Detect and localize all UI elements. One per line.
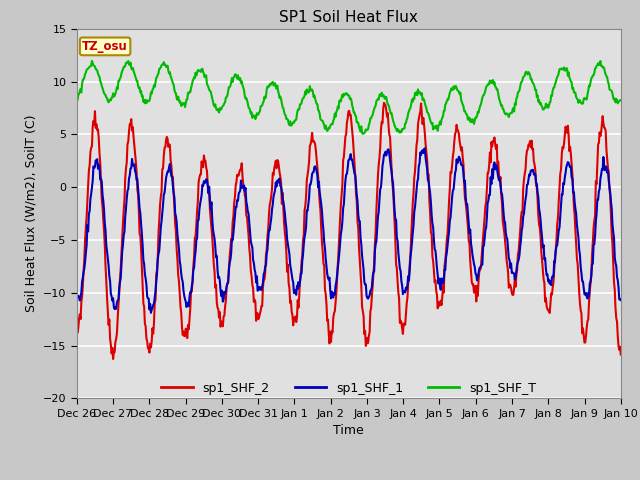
sp1_SHF_2 [140, 300, 147, 306]
sp1_SHF_2 [195, 179, 202, 185]
sp1_SHF_2 [617, 352, 625, 358]
Line: sp1_SHF_2: sp1_SHF_2 [77, 103, 621, 359]
Y-axis label: Soil Heat Flux (W/m2), SoilT (C): Soil Heat Flux (W/m2), SoilT (C) [24, 115, 37, 312]
sp1_SHF_T [139, 93, 147, 98]
sp1_SHF_2 [109, 356, 117, 362]
sp1_SHF_1 [433, 255, 440, 261]
sp1_SHF_1 [147, 310, 155, 316]
sp1_SHF_T [416, 89, 424, 95]
sp1_SHF_2 [417, 109, 424, 115]
sp1_SHF_1 [416, 160, 424, 166]
sp1_SHF_1 [73, 291, 81, 297]
sp1_SHF_T [431, 123, 439, 129]
sp1_SHF_1 [617, 297, 625, 303]
Title: SP1 Soil Heat Flux: SP1 Soil Heat Flux [280, 10, 418, 25]
sp1_SHF_T [73, 97, 81, 103]
sp1_SHF_2 [73, 324, 81, 330]
sp1_SHF_2 [380, 100, 388, 106]
sp1_SHF_2 [83, 214, 90, 219]
sp1_SHF_2 [433, 288, 440, 293]
sp1_SHF_1 [195, 217, 202, 223]
sp1_SHF_2 [223, 280, 231, 286]
sp1_SHF_T [194, 67, 202, 73]
sp1_SHF_1 [83, 242, 90, 248]
Line: sp1_SHF_T: sp1_SHF_T [77, 61, 621, 134]
sp1_SHF_T [596, 58, 604, 64]
sp1_SHF_T [223, 94, 230, 100]
Legend: sp1_SHF_2, sp1_SHF_1, sp1_SHF_T: sp1_SHF_2, sp1_SHF_1, sp1_SHF_T [156, 376, 541, 399]
Line: sp1_SHF_1: sp1_SHF_1 [77, 148, 621, 313]
sp1_SHF_T [83, 67, 90, 72]
sp1_SHF_T [359, 131, 367, 137]
Text: TZ_osu: TZ_osu [82, 40, 128, 53]
sp1_SHF_1 [139, 242, 147, 248]
sp1_SHF_1 [223, 281, 231, 287]
sp1_SHF_1 [421, 145, 429, 151]
sp1_SHF_T [617, 97, 625, 103]
X-axis label: Time: Time [333, 424, 364, 437]
